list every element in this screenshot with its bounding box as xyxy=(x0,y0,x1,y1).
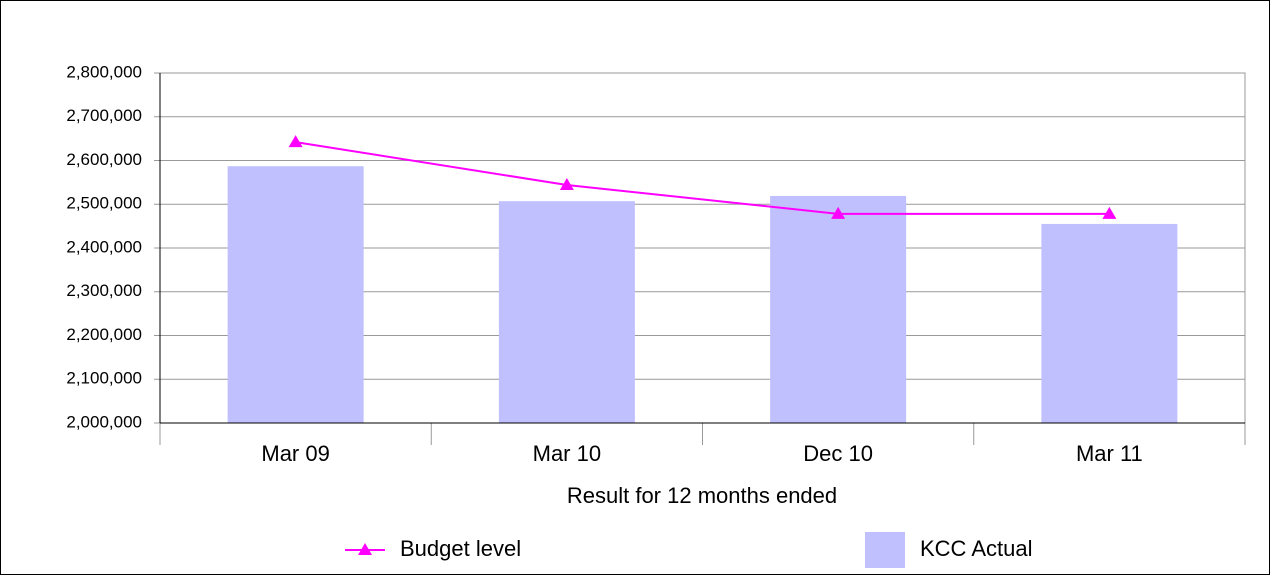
y-tick-label: 2,200,000 xyxy=(66,325,142,344)
y-tick-label: 2,500,000 xyxy=(66,194,142,213)
legend-label: KCC Actual xyxy=(920,536,1033,561)
bar xyxy=(498,201,635,423)
legend-swatch xyxy=(865,532,905,568)
y-tick-label: 2,100,000 xyxy=(66,369,142,388)
y-tick-label: 2,800,000 xyxy=(66,62,142,81)
legend-label: Budget level xyxy=(400,536,521,561)
y-tick-label: 2,000,000 xyxy=(66,412,142,431)
line xyxy=(295,141,1110,215)
x-tick-label: Mar 11 xyxy=(1076,441,1143,466)
x-axis-title: Result for 12 months ended xyxy=(567,483,837,508)
bar xyxy=(227,166,364,423)
marker xyxy=(288,135,303,148)
x-tick-label: Dec 10 xyxy=(803,441,873,466)
marker xyxy=(559,178,574,190)
y-tick-label: 2,300,000 xyxy=(66,281,142,300)
y-tick-label: 2,600,000 xyxy=(66,150,142,169)
y-tick-label: 2,700,000 xyxy=(66,106,142,125)
marker xyxy=(1102,206,1117,219)
bar xyxy=(770,195,907,423)
marker xyxy=(831,206,846,219)
x-tick-label: Mar 09 xyxy=(261,441,329,466)
x-tick-label: Mar 10 xyxy=(533,441,601,466)
legend-marker xyxy=(358,543,372,555)
y-tick-label: 2,400,000 xyxy=(66,237,142,256)
bar xyxy=(1041,223,1178,423)
